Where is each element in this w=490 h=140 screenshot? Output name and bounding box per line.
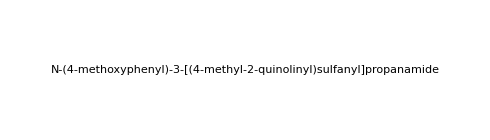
Text: N-(4-methoxyphenyl)-3-[(4-methyl-2-quinolinyl)sulfanyl]propanamide: N-(4-methoxyphenyl)-3-[(4-methyl-2-quino… — [50, 65, 440, 75]
